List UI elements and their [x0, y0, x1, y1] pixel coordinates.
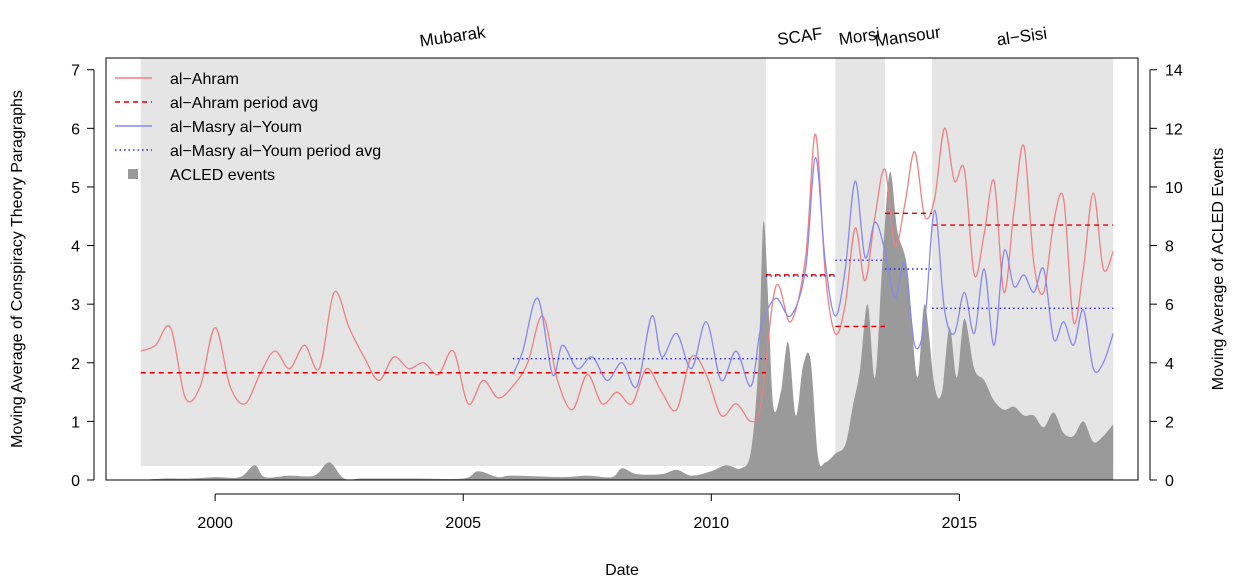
series-line-al-ahram — [140, 127, 1114, 423]
y-right-tick-label-14: 14 — [1165, 63, 1183, 80]
x-tick-label-2000: 2000 — [197, 515, 233, 532]
y-left-tick-label-1: 1 — [71, 414, 80, 431]
y-left-tick-label-3: 3 — [71, 297, 80, 314]
x-tick-label-2005: 2005 — [445, 515, 481, 532]
y-right-tick-label-0: 0 — [1165, 473, 1174, 490]
y-left-tick-label-6: 6 — [71, 121, 80, 138]
y-left-tick-label-5: 5 — [71, 180, 80, 197]
y-right-tick-label-12: 12 — [1165, 121, 1183, 138]
y-right-tick-label-4: 4 — [1165, 356, 1174, 373]
y-axis-title-right: Moving Average of ACLED Events — [1210, 148, 1227, 391]
acled-area-layer — [140, 171, 1114, 480]
period-label-mansour: Mansour — [874, 22, 942, 50]
y-left-tick-label-0: 0 — [71, 473, 80, 490]
y-left-tick-label-2: 2 — [71, 356, 80, 373]
y-axis-title-left: Moving Average of Conspiracy Theory Para… — [9, 90, 26, 448]
legend-label-al-ahram: al−Ahram — [170, 71, 239, 88]
period-bands — [140, 58, 1114, 466]
period-label-mubarak: Mubarak — [418, 22, 487, 50]
series-area-acled-events — [140, 171, 1114, 480]
x-axis-title: Date — [605, 562, 639, 579]
y-left-tick-label-4: 4 — [71, 239, 80, 256]
period-band-mubarak — [140, 58, 766, 466]
legend: al−Ahram al−Ahram period avg al−Masry al−Y… — [115, 71, 381, 184]
series-lines-layer — [140, 127, 1114, 423]
legend-label-al-masry-al-youm: al−Masry al−Youm — [170, 119, 302, 136]
legend-label-al-ahram-period-avg: al−Ahram period avg — [170, 95, 318, 112]
y-right-tick-label-2: 2 — [1165, 414, 1174, 431]
period-label-al-sisi: al−Sisi — [995, 24, 1048, 50]
y-left-tick-label-7: 7 — [71, 63, 80, 80]
series-line-al-masry-al-youm — [512, 156, 1114, 389]
legend-label-al-masry-al-youm-period-avg: al−Masry al−Youm period avg — [170, 143, 381, 160]
legend-label-acled-events: ACLED events — [170, 167, 275, 184]
x-tick-label-2015: 2015 — [942, 515, 978, 532]
y-right-tick-label-8: 8 — [1165, 239, 1174, 256]
plot-frame — [105, 57, 1139, 481]
period-label-scaf: SCAF — [776, 24, 824, 49]
x-tick-label-2010: 2010 — [694, 515, 730, 532]
y-right-tick-label-6: 6 — [1165, 297, 1174, 314]
y-right-tick-label-10: 10 — [1165, 180, 1183, 197]
legend-swatch-acled-events — [128, 169, 138, 179]
